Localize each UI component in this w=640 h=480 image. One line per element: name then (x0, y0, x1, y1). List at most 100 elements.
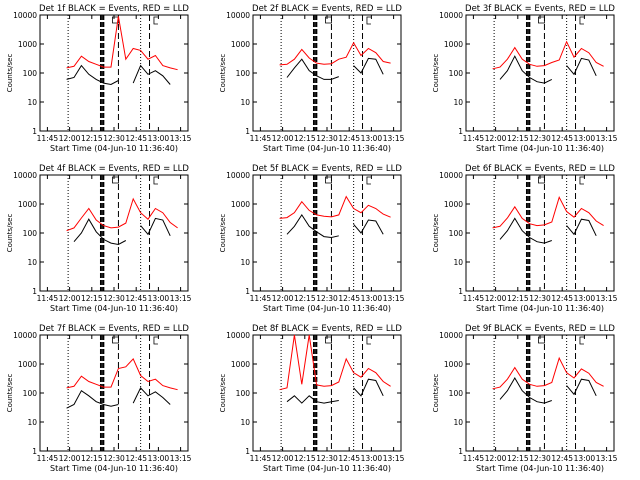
panel-3: Det 3f BLACK = Events, RED = LLD 1 10 100 10… (432, 4, 618, 153)
panel-title: Det 4f BLACK = Events, RED = LLD (39, 164, 189, 174)
e-marker-icon (153, 336, 158, 345)
sd-marker-icon (538, 336, 545, 344)
x-tick-label: 13:15 (383, 454, 405, 463)
panel-1: Det 1f BLACK = Events, RED = LLD 1 10 100 10… (6, 4, 192, 153)
panel-title: Det 9f BLACK = Events, RED = LLD (465, 324, 615, 334)
x-tick-label: 13:00 (148, 294, 170, 303)
y-tick-label: 100 (449, 69, 464, 78)
y-tick-label: 10 (27, 258, 37, 267)
sd-marker-icon (325, 336, 332, 344)
x-tick-label: 13:00 (574, 134, 596, 143)
x-tick-label: 13:00 (148, 134, 170, 143)
y-tick-label: 10000 (439, 11, 463, 20)
y-tick-label: 10 (240, 98, 250, 107)
x-tick-label: 12:00 (485, 134, 507, 143)
e-marker-icon (366, 16, 371, 25)
x-tick-label: 11:45 (250, 134, 272, 143)
x-tick-label: 11:45 (37, 454, 59, 463)
x-tick-label: 12:00 (272, 294, 294, 303)
y-tick-label: 10000 (226, 171, 250, 180)
x-tick-label: 12:00 (272, 454, 294, 463)
y-tick-label: 100 (236, 229, 251, 238)
lld-series-line (66, 358, 178, 391)
panel-title: Det 6f BLACK = Events, RED = LLD (465, 164, 615, 174)
x-tick-label: 12:00 (59, 454, 81, 463)
lld-series-line (279, 334, 391, 391)
y-tick-label: 1 (458, 447, 463, 456)
panel-5: Det 5f BLACK = Events, RED = LLD 1 10 100 10… (219, 164, 405, 313)
x-axis-label: Start Time (04-Jun-10 11:36:40) (476, 304, 604, 313)
sd-marker-icon (112, 176, 119, 184)
x-axis-label: Start Time (04-Jun-10 11:36:40) (263, 144, 391, 153)
plot-frame (465, 334, 615, 452)
x-tick-label: 13:00 (361, 454, 383, 463)
x-tick-label: 12:00 (272, 134, 294, 143)
y-axis-label: Counts/sec (6, 214, 14, 253)
sd-marker-icon (325, 176, 332, 184)
x-tick-label: 12:15 (507, 294, 529, 303)
x-tick-label: 12:30 (529, 294, 551, 303)
y-tick-label: 10000 (13, 331, 37, 340)
events-series-line (499, 377, 597, 404)
x-tick-label: 12:15 (294, 454, 316, 463)
x-tick-label: 12:15 (81, 454, 103, 463)
panel-title: Det 2f BLACK = Events, RED = LLD (252, 4, 402, 14)
y-tick-label: 1 (32, 447, 37, 456)
x-tick-label: 12:45 (125, 134, 147, 143)
x-tick-label: 13:00 (361, 134, 383, 143)
lld-series-line (492, 195, 604, 229)
y-axis-label: Counts/sec (432, 374, 440, 413)
x-tick-label: 13:15 (383, 134, 405, 143)
y-axis-label: Counts/sec (6, 374, 14, 413)
panel-8: Det 8f BLACK = Events, RED = LLD 1 10 100 10… (219, 324, 405, 473)
y-tick-label: 10000 (13, 171, 37, 180)
x-axis-label: Start Time (04-Jun-10 11:36:40) (476, 464, 604, 473)
plot-frame (39, 174, 189, 292)
y-tick-label: 100 (23, 69, 38, 78)
events-series-line (286, 57, 384, 80)
x-tick-label: 11:45 (463, 454, 485, 463)
panel-4: Det 4f BLACK = Events, RED = LLD 1 10 100 10… (6, 164, 192, 313)
events-series-line (499, 217, 597, 244)
x-tick-label: 12:45 (125, 294, 147, 303)
events-series-line (66, 387, 171, 409)
x-tick-label: 13:15 (383, 294, 405, 303)
y-axis-label: Counts/sec (219, 214, 227, 253)
x-tick-label: 12:15 (81, 134, 103, 143)
x-tick-label: 11:45 (37, 294, 59, 303)
lld-series-line (492, 40, 604, 70)
sd-marker-icon (538, 16, 545, 24)
x-tick-label: 12:15 (294, 294, 316, 303)
y-tick-label: 1 (458, 287, 463, 296)
y-tick-label: 10 (453, 98, 463, 107)
x-tick-label: 12:00 (59, 294, 81, 303)
y-axis-label: Counts/sec (432, 54, 440, 93)
y-tick-label: 10000 (13, 11, 37, 20)
y-tick-label: 10 (240, 258, 250, 267)
x-tick-label: 12:00 (59, 134, 81, 143)
events-series-line (73, 217, 171, 246)
panel-title: Det 3f BLACK = Events, RED = LLD (465, 4, 615, 14)
sd-marker-icon (538, 176, 545, 184)
y-tick-label: 1 (458, 127, 463, 136)
y-tick-label: 100 (23, 389, 38, 398)
x-tick-label: 13:15 (170, 294, 192, 303)
x-tick-label: 13:15 (596, 294, 618, 303)
y-tick-label: 100 (23, 229, 38, 238)
x-axis-label: Start Time (04-Jun-10 11:36:40) (50, 144, 178, 153)
y-axis-label: Counts/sec (6, 54, 14, 93)
x-tick-label: 13:00 (148, 454, 170, 463)
y-tick-label: 10 (453, 258, 463, 267)
events-series-line (499, 55, 597, 84)
y-axis-label: Counts/sec (219, 54, 227, 93)
x-tick-label: 12:30 (103, 294, 125, 303)
e-marker-icon (366, 176, 371, 185)
y-tick-label: 1000 (18, 200, 37, 209)
x-tick-label: 12:45 (551, 134, 573, 143)
plot-frame (39, 14, 189, 132)
x-tick-label: 13:00 (361, 294, 383, 303)
y-tick-label: 10 (27, 98, 37, 107)
y-tick-label: 10000 (226, 11, 250, 20)
x-tick-label: 12:30 (529, 454, 551, 463)
lld-series-line (492, 356, 604, 390)
